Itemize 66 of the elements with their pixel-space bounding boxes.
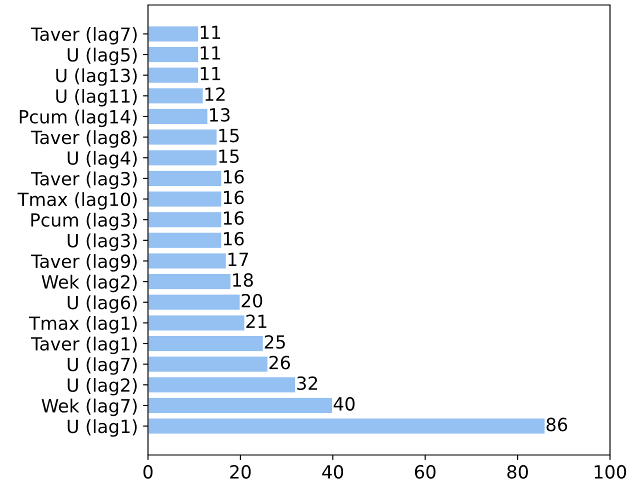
- bar: [148, 148, 218, 167]
- data-label: 16: [224, 190, 244, 204]
- y-tick-label: U (lag4): [68, 150, 137, 168]
- x-tick-label: 60: [414, 465, 436, 479]
- y-tick-label: Taver (lag9): [31, 254, 137, 272]
- bar: [148, 314, 246, 332]
- data-label: 15: [219, 128, 239, 142]
- data-label: 16: [224, 211, 244, 225]
- data-label: 16: [224, 232, 244, 246]
- x-tick-label: 40: [322, 465, 344, 479]
- y-tick-label: Wek (lag7): [42, 398, 137, 416]
- y-tick-label: Taver (lag8): [31, 130, 137, 148]
- data-label: 40: [334, 397, 355, 411]
- bar: [148, 252, 228, 270]
- bar: [148, 396, 334, 414]
- y-tick-label: U (lag3): [68, 233, 137, 251]
- y-tick-label: Taver (lag1): [31, 336, 137, 354]
- y-tick-label: U (lag6): [68, 295, 137, 313]
- x-tick-label: 100: [594, 465, 626, 479]
- data-label: 21: [246, 314, 266, 328]
- bar: [148, 24, 200, 43]
- y-tick-label: Tmax (lag1): [29, 316, 137, 334]
- data-label: 12: [205, 87, 225, 101]
- y-tick-label: U (lag13): [56, 68, 137, 86]
- y-tick-label: Tmax (lag10): [18, 192, 137, 210]
- y-tick-label: U (lag2): [68, 378, 137, 396]
- x-tick-label: 80: [507, 465, 528, 479]
- bar: [148, 355, 269, 374]
- bar: [148, 86, 204, 105]
- data-label: 15: [219, 150, 239, 163]
- data-label: 11: [200, 26, 220, 39]
- data-label: 17: [228, 252, 248, 266]
- y-tick-label: Taver (lag3): [31, 172, 137, 190]
- y-tick-label: U (lag5): [68, 48, 137, 66]
- bar: [148, 272, 232, 291]
- data-label: 16: [224, 170, 244, 184]
- y-tick-label: Wek (lag2): [42, 274, 137, 292]
- y-tick-label: U (lag7): [68, 357, 137, 375]
- data-label: 86: [546, 418, 568, 432]
- bar: [148, 169, 223, 188]
- bar: [148, 46, 200, 64]
- bar: [148, 376, 297, 394]
- y-tick-label: Pcum (lag3): [31, 212, 137, 230]
- data-label: 11: [200, 46, 220, 60]
- y-tick-label: U (lag1): [68, 419, 137, 437]
- bar: [148, 293, 242, 312]
- bar: [148, 108, 209, 126]
- data-label: 32: [297, 376, 318, 390]
- bar: [148, 128, 218, 146]
- bar: [148, 210, 223, 229]
- data-label: 13: [210, 108, 230, 122]
- data-label: 11: [200, 67, 220, 80]
- y-tick-label: Pcum (lag14): [20, 110, 137, 128]
- data-label: 25: [264, 335, 285, 349]
- x-tick-label: 0: [143, 465, 153, 479]
- y-tick-label: U (lag11): [56, 88, 137, 106]
- data-label: 26: [269, 356, 290, 370]
- bar: [148, 66, 200, 84]
- data-label: 20: [242, 294, 262, 308]
- bar: [148, 190, 223, 208]
- bar: [148, 417, 546, 436]
- bar: [148, 334, 264, 352]
- x-tick-label: 20: [230, 465, 251, 479]
- y-tick-label: Taver (lag7): [31, 27, 137, 45]
- data-label: 18: [233, 273, 253, 287]
- bar: [148, 231, 223, 250]
